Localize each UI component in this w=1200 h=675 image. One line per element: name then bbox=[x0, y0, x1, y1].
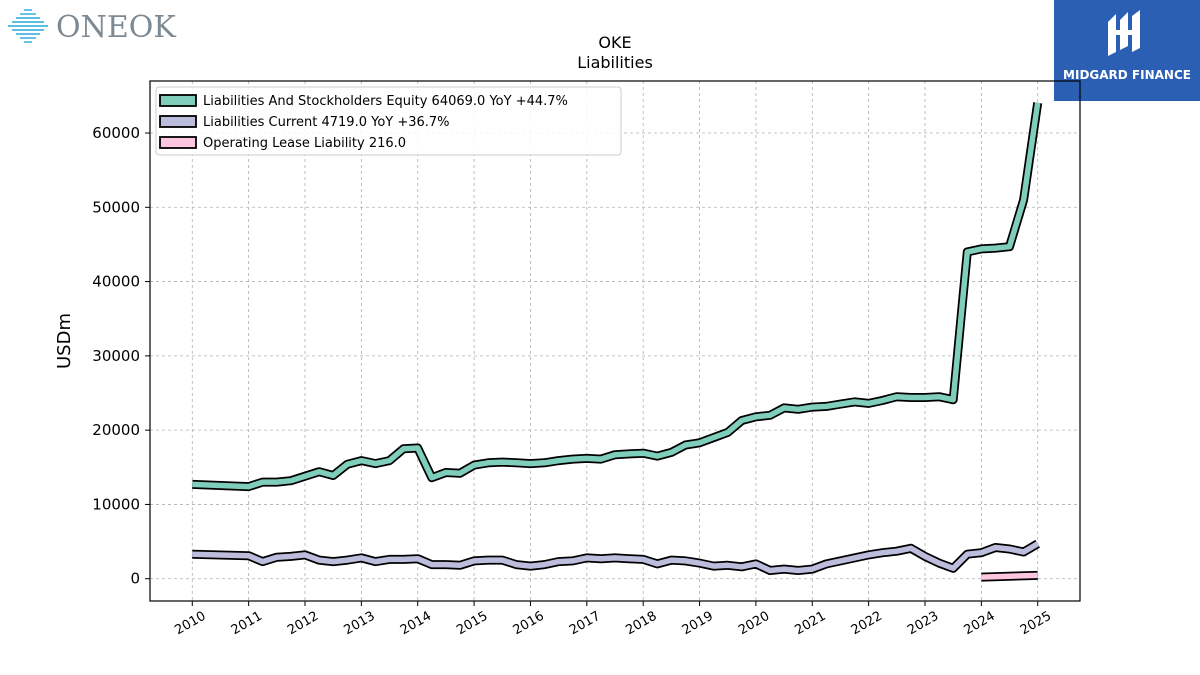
chart-title: OKE bbox=[598, 33, 631, 52]
legend-swatch-0 bbox=[159, 94, 197, 107]
y-tick-label: 30000 bbox=[92, 347, 140, 365]
y-tick-label: 20000 bbox=[92, 421, 140, 439]
legend: Liabilities And Stockholders Equity 6406… bbox=[155, 86, 622, 156]
grid bbox=[150, 81, 1080, 601]
x-tick-label: 2015 bbox=[454, 609, 490, 639]
y-tick-label: 60000 bbox=[92, 124, 140, 142]
series-line-2 bbox=[981, 572, 1038, 580]
y-tick-label: 40000 bbox=[92, 273, 140, 291]
x-tick-label: 2012 bbox=[285, 609, 321, 639]
midgard-mark-icon bbox=[1108, 10, 1140, 56]
x-tick-label: 2022 bbox=[849, 609, 885, 639]
x-tick-label: 2019 bbox=[680, 609, 716, 639]
legend-swatch-2 bbox=[159, 136, 197, 149]
series-line-1 bbox=[192, 541, 1040, 574]
y-axis-label: USDm bbox=[54, 313, 75, 369]
midgard-finance-logo-text: MIDGARD FINANCE bbox=[1063, 68, 1191, 82]
legend-swatch-1 bbox=[159, 115, 197, 128]
legend-entry-2: Operating Lease Liability 216.0 bbox=[203, 136, 406, 151]
oneok-logo-text: ONEOK bbox=[56, 10, 176, 45]
x-tick-label: 2011 bbox=[229, 609, 265, 639]
x-tick-label: 2014 bbox=[398, 609, 434, 639]
y-tick-label: 0 bbox=[130, 570, 140, 588]
oneok-logo: ONEOK bbox=[4, 4, 176, 48]
series-outline-0 bbox=[192, 102, 1043, 492]
x-tick-label: 2018 bbox=[623, 609, 659, 639]
y-tick-label: 10000 bbox=[92, 495, 140, 513]
y-tick-label: 50000 bbox=[92, 198, 140, 216]
legend-entry-1: Liabilities Current 4719.0 YoY +36.7% bbox=[203, 115, 450, 130]
legend-box bbox=[155, 86, 622, 156]
diamond-logo-icon bbox=[8, 9, 48, 43]
plot-frame bbox=[149, 80, 1081, 602]
x-tick-label: 2021 bbox=[792, 609, 828, 639]
x-tick-label: 2024 bbox=[962, 609, 998, 639]
series-line-0 bbox=[192, 102, 1041, 490]
x-tick-label: 2016 bbox=[511, 609, 547, 639]
x-tick-label: 2010 bbox=[172, 609, 208, 639]
x-tick-label: 2023 bbox=[905, 609, 941, 639]
midgard-finance-logo: MIDGARD FINANCE bbox=[1054, 0, 1200, 101]
series-lines bbox=[192, 102, 1043, 582]
x-tick-label: 2013 bbox=[342, 609, 378, 639]
x-tick-label: 2020 bbox=[736, 609, 772, 639]
legend-entry-0: Liabilities And Stockholders Equity 6406… bbox=[203, 94, 568, 109]
x-tick-label: 2025 bbox=[1018, 609, 1054, 639]
chart-subtitle: Liabilities bbox=[577, 53, 653, 72]
x-tick-label: 2017 bbox=[567, 609, 603, 639]
